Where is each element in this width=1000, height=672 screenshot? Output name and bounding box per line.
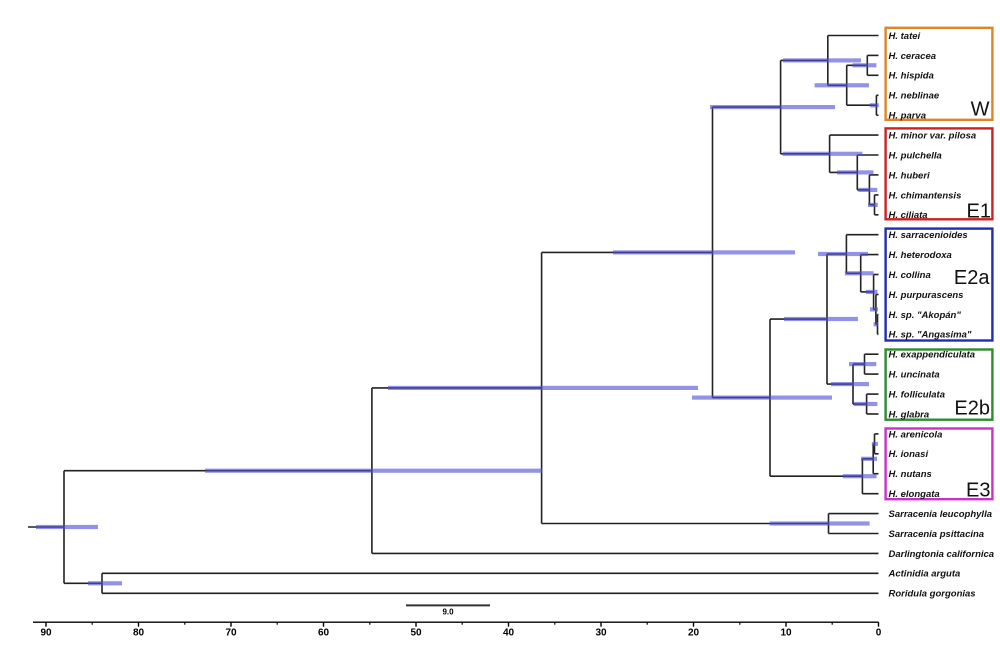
- svg-text:Actinidia arguta: Actinidia arguta: [888, 569, 961, 580]
- svg-text:40: 40: [503, 628, 515, 639]
- svg-text:H. chimantensis: H. chimantensis: [889, 190, 962, 201]
- svg-text:Sarracenia leucophylla: Sarracenia leucophylla: [889, 509, 993, 520]
- svg-text:E1: E1: [967, 200, 991, 222]
- svg-text:10: 10: [780, 628, 792, 639]
- svg-text:50: 50: [410, 628, 422, 639]
- svg-text:H. folliculata: H. folliculata: [889, 390, 945, 401]
- svg-text:E2a: E2a: [954, 267, 990, 289]
- svg-text:E2b: E2b: [954, 398, 990, 420]
- svg-text:Darlingtonia californica: Darlingtonia californica: [889, 549, 995, 560]
- svg-text:H. neblinae: H. neblinae: [889, 91, 940, 102]
- svg-text:E3: E3: [966, 480, 990, 502]
- svg-text:H. ionasi: H. ionasi: [889, 449, 929, 460]
- svg-text:0: 0: [876, 628, 882, 639]
- svg-text:80: 80: [133, 628, 145, 639]
- svg-text:H. ceracea: H. ceracea: [889, 51, 937, 62]
- svg-text:H. minor var. pilosa: H. minor var. pilosa: [889, 131, 977, 142]
- svg-text:H. glabra: H. glabra: [889, 409, 930, 420]
- svg-text:H. sp. "Angasima": H. sp. "Angasima": [889, 330, 972, 341]
- svg-text:H. heterodoxa: H. heterodoxa: [889, 250, 952, 261]
- svg-text:H. purpurascens: H. purpurascens: [889, 290, 964, 301]
- svg-text:H. exappendiculata: H. exappendiculata: [889, 350, 976, 361]
- svg-text:70: 70: [225, 628, 237, 639]
- svg-text:H. parva: H. parva: [889, 111, 927, 122]
- svg-text:H. nutans: H. nutans: [889, 469, 932, 480]
- svg-text:H. elongata: H. elongata: [889, 489, 940, 500]
- svg-text:H. sp. "Akopán": H. sp. "Akopán": [889, 310, 962, 321]
- svg-text:H. arenicola: H. arenicola: [889, 429, 943, 440]
- svg-text:9.0: 9.0: [442, 608, 454, 617]
- svg-text:Roridula gorgonias: Roridula gorgonias: [889, 589, 976, 600]
- svg-text:60: 60: [318, 628, 330, 639]
- svg-text:H. ciliata: H. ciliata: [889, 210, 928, 221]
- svg-text:H. pulchella: H. pulchella: [889, 150, 942, 161]
- svg-text:H. sarracenioides: H. sarracenioides: [889, 230, 968, 241]
- svg-text:Sarracenia psittacina: Sarracenia psittacina: [889, 529, 985, 540]
- svg-text:W: W: [971, 99, 990, 121]
- svg-text:H. uncinata: H. uncinata: [889, 370, 940, 381]
- svg-text:30: 30: [595, 628, 607, 639]
- svg-text:90: 90: [40, 628, 52, 639]
- svg-text:20: 20: [688, 628, 700, 639]
- svg-text:H. tatei: H. tatei: [889, 31, 921, 42]
- svg-text:H. collina: H. collina: [889, 270, 931, 281]
- svg-text:H. hispida: H. hispida: [889, 71, 934, 82]
- svg-text:H. huberi: H. huberi: [889, 170, 931, 181]
